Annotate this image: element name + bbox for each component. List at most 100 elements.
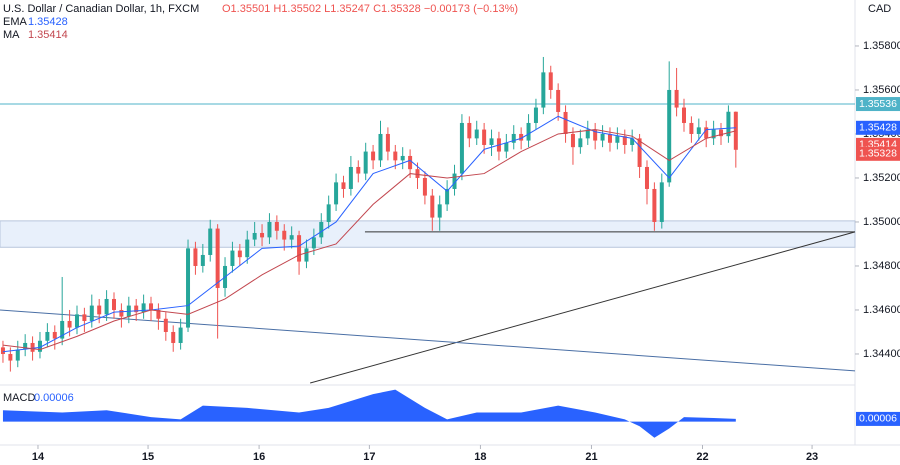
x-tick-label: 15 — [142, 451, 154, 463]
candle-body — [452, 173, 457, 189]
candle-body — [178, 327, 183, 343]
candle-body — [644, 166, 649, 189]
candle-body — [489, 138, 494, 145]
y-tick-label: 1.34600 — [863, 304, 900, 316]
legend-value: 1.35428 — [28, 16, 68, 28]
candle-body — [630, 138, 635, 145]
candle-body — [156, 309, 161, 319]
candle-body — [637, 138, 642, 167]
candle-body — [467, 122, 472, 139]
candle-body — [541, 72, 546, 108]
x-tick-label: 22 — [696, 451, 708, 463]
x-tick-label: 16 — [253, 451, 265, 463]
candle-body — [237, 250, 242, 258]
candle-body — [267, 221, 272, 238]
candle-body — [474, 129, 479, 139]
candle-body — [430, 195, 435, 218]
trend-line — [310, 231, 856, 384]
candle-body — [89, 305, 94, 321]
indicator-line — [2, 115, 736, 353]
candle-body — [0, 347, 5, 354]
candle-body — [548, 72, 553, 90]
candle-body — [408, 155, 413, 170]
candle-body — [45, 331, 50, 341]
x-tick-label: 17 — [363, 451, 375, 463]
candle-body — [667, 89, 672, 183]
candle-body — [297, 235, 302, 262]
y-tick-label: 1.34400 — [863, 348, 900, 360]
candle-body — [334, 182, 339, 205]
candle-body — [437, 204, 442, 218]
candle-body — [104, 298, 109, 315]
candle-body — [112, 298, 116, 310]
candle-body — [74, 314, 79, 328]
trend-line — [0, 309, 856, 372]
price-badge-bg — [856, 146, 900, 161]
candle-body — [319, 221, 324, 238]
y-tick-label: 1.35600 — [863, 84, 900, 96]
candle-body — [282, 230, 287, 240]
candle-body — [519, 133, 524, 141]
price-badge: 1.35328 — [859, 148, 897, 160]
y-tick-label: 1.35800 — [863, 40, 900, 52]
macd-badge: 0.00006 — [859, 413, 897, 425]
candle-body — [30, 342, 35, 352]
candle-body — [134, 305, 139, 313]
candle-body — [400, 155, 405, 161]
candle-body — [230, 250, 235, 266]
macd-badge-bg — [856, 411, 900, 426]
legend-value: 1.35414 — [28, 29, 68, 41]
candle-body — [186, 248, 191, 328]
candle-body — [659, 182, 664, 222]
y-tick-label: 1.35000 — [863, 216, 900, 228]
legend-name: EMA — [3, 16, 28, 28]
candle-body — [719, 129, 724, 137]
candle-body — [8, 353, 13, 361]
candle-body — [200, 254, 205, 266]
candle-body — [119, 309, 124, 317]
legend-name: MA — [3, 29, 20, 41]
x-tick-label: 21 — [585, 451, 597, 463]
macd-value: 0.00006 — [34, 392, 74, 404]
candle-body — [171, 331, 176, 343]
candle-body — [215, 228, 220, 288]
chart-title: U.S. Dollar / Canadian Dollar, 1h, FXCM — [3, 3, 199, 15]
candle-body — [563, 111, 568, 134]
candle-body — [23, 342, 28, 350]
y-tick-label: 1.35200 — [863, 172, 900, 184]
candle-body — [163, 318, 168, 332]
candle-body — [97, 305, 102, 315]
candle-body — [67, 320, 72, 328]
x-tick-label: 23 — [806, 451, 818, 463]
candle-body — [260, 232, 265, 238]
candle-body — [459, 122, 464, 174]
candle-body — [526, 122, 531, 141]
candle-body — [600, 133, 605, 141]
hline-badge: 1.35536 — [859, 98, 897, 110]
candle-body — [141, 303, 146, 313]
candle-body — [252, 232, 257, 240]
candle-body — [622, 136, 627, 145]
candle-body — [696, 127, 701, 134]
candle-body — [371, 151, 376, 161]
candle-body — [733, 111, 738, 150]
candle-body — [726, 111, 731, 137]
candle-body — [356, 166, 361, 174]
candle-body — [193, 248, 198, 266]
zone — [0, 220, 856, 248]
candle-body — [652, 188, 657, 222]
ohlc-readout: O1.35501 H1.35502 L1.35247 C1.35328 −0.0… — [222, 3, 518, 15]
candle-body — [245, 239, 250, 258]
x-tick-label: 14 — [32, 451, 45, 463]
macd-area — [2, 389, 736, 438]
candle-body — [82, 314, 87, 321]
candle-body — [274, 221, 279, 231]
candle-body — [289, 235, 294, 240]
candle-body — [378, 133, 383, 161]
candle-body — [393, 151, 398, 161]
ema-badge: 1.35428 — [859, 122, 897, 134]
y-tick-label: 1.34800 — [863, 260, 900, 272]
candle-body — [482, 129, 487, 145]
candle-body — [682, 107, 686, 123]
